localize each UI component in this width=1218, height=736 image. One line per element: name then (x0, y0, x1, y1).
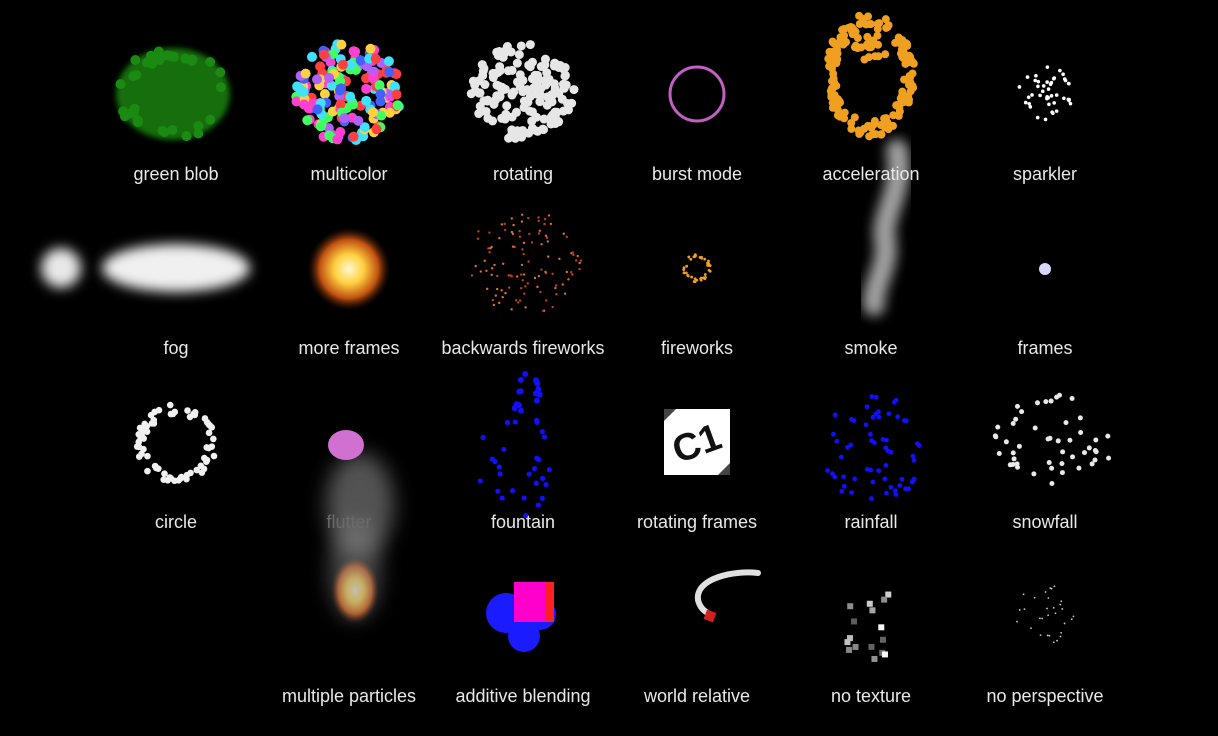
burst-mode-effect (668, 65, 726, 123)
sample-backwards-fireworks[interactable]: backwards fireworks (436, 188, 610, 362)
sample-label: smoke (844, 338, 898, 358)
no-texture-effect (844, 591, 892, 662)
fountain-effect (477, 371, 552, 519)
green-blob-effect (115, 46, 230, 142)
fog-effect (41, 244, 250, 292)
sample-acceleration[interactable]: acceleration (784, 14, 958, 188)
sample-smoke[interactable]: smoke (784, 188, 958, 362)
sample-label: more frames (298, 338, 400, 358)
sample-green-blob[interactable]: green blob (89, 14, 263, 188)
rotating-frames-effect: C1 (664, 409, 730, 475)
sample-rainfall[interactable]: rainfall (784, 362, 958, 536)
sample-flutter[interactable]: flutter (262, 362, 436, 536)
frames-effect (1039, 263, 1051, 275)
sample-circle[interactable]: circle (89, 362, 263, 536)
sample-label: burst mode (651, 164, 743, 184)
sample-label: no perspective (986, 686, 1104, 706)
sample-label: fountain (490, 512, 556, 532)
sample-label: acceleration (822, 164, 920, 184)
circle-effect (133, 401, 218, 485)
world-relative-effect (694, 569, 761, 623)
sample-multicolor[interactable]: multicolor (262, 14, 436, 188)
sample-multiple-particles[interactable]: multiple particles (262, 536, 436, 710)
no-perspective-effect (1016, 585, 1075, 644)
sample-label: fog (163, 338, 189, 358)
additive-blending-effect (486, 582, 556, 652)
more-frames-effect (307, 227, 391, 311)
sample-rotating-frames[interactable]: rotating frames (610, 362, 784, 536)
sample-label: sparkler (1012, 164, 1078, 184)
sample-label: backwards fireworks (441, 338, 605, 358)
smoke-effect (862, 139, 910, 316)
sample-snowfall[interactable]: snowfall (958, 362, 1132, 536)
rainfall-effect (825, 394, 922, 501)
sparkler-effect (1017, 65, 1073, 122)
sample-label: rotating frames (636, 512, 758, 532)
sample-rotating[interactable]: rotating (436, 14, 610, 188)
acceleration-effect (824, 11, 918, 141)
sample-label: no texture (830, 686, 912, 706)
sample-label: multiple particles (281, 686, 417, 706)
sample-fireworks[interactable]: fireworks (610, 188, 784, 362)
sample-label: fireworks (660, 338, 733, 358)
sample-label: frames (1017, 338, 1073, 358)
sample-label: green blob (133, 164, 219, 184)
backwards-fireworks-effect (470, 213, 583, 313)
sample-more-frames[interactable]: more frames (262, 188, 436, 362)
sample-additive-blending[interactable]: additive blending (436, 536, 610, 710)
sample-burst-mode[interactable]: burst mode (610, 14, 784, 188)
multiple-particles-effect (329, 520, 381, 624)
sample-frames[interactable]: frames (958, 188, 1132, 362)
sample-fountain[interactable]: fountain (436, 362, 610, 536)
sample-label: world relative (643, 686, 751, 706)
sample-label: circle (154, 512, 197, 532)
sample-no-texture[interactable]: no texture (784, 536, 958, 710)
sample-fog[interactable]: fog (89, 188, 263, 362)
fireworks-effect (682, 253, 712, 284)
sample-label: rotating (492, 164, 554, 184)
sample-label: snowfall (1012, 512, 1078, 532)
sample-label: additive blending (455, 686, 591, 706)
rotating-effect (466, 40, 579, 143)
sample-label: multicolor (310, 164, 388, 184)
sample-sparkler[interactable]: sparkler (958, 14, 1132, 188)
sample-label: rainfall (844, 512, 898, 532)
multicolor-effect (291, 39, 404, 146)
sample-label: flutter (326, 512, 372, 532)
sample-no-perspective[interactable]: no perspective (958, 536, 1132, 710)
snowfall-effect (992, 392, 1112, 486)
sample-world-relative[interactable]: world relative (610, 536, 784, 710)
